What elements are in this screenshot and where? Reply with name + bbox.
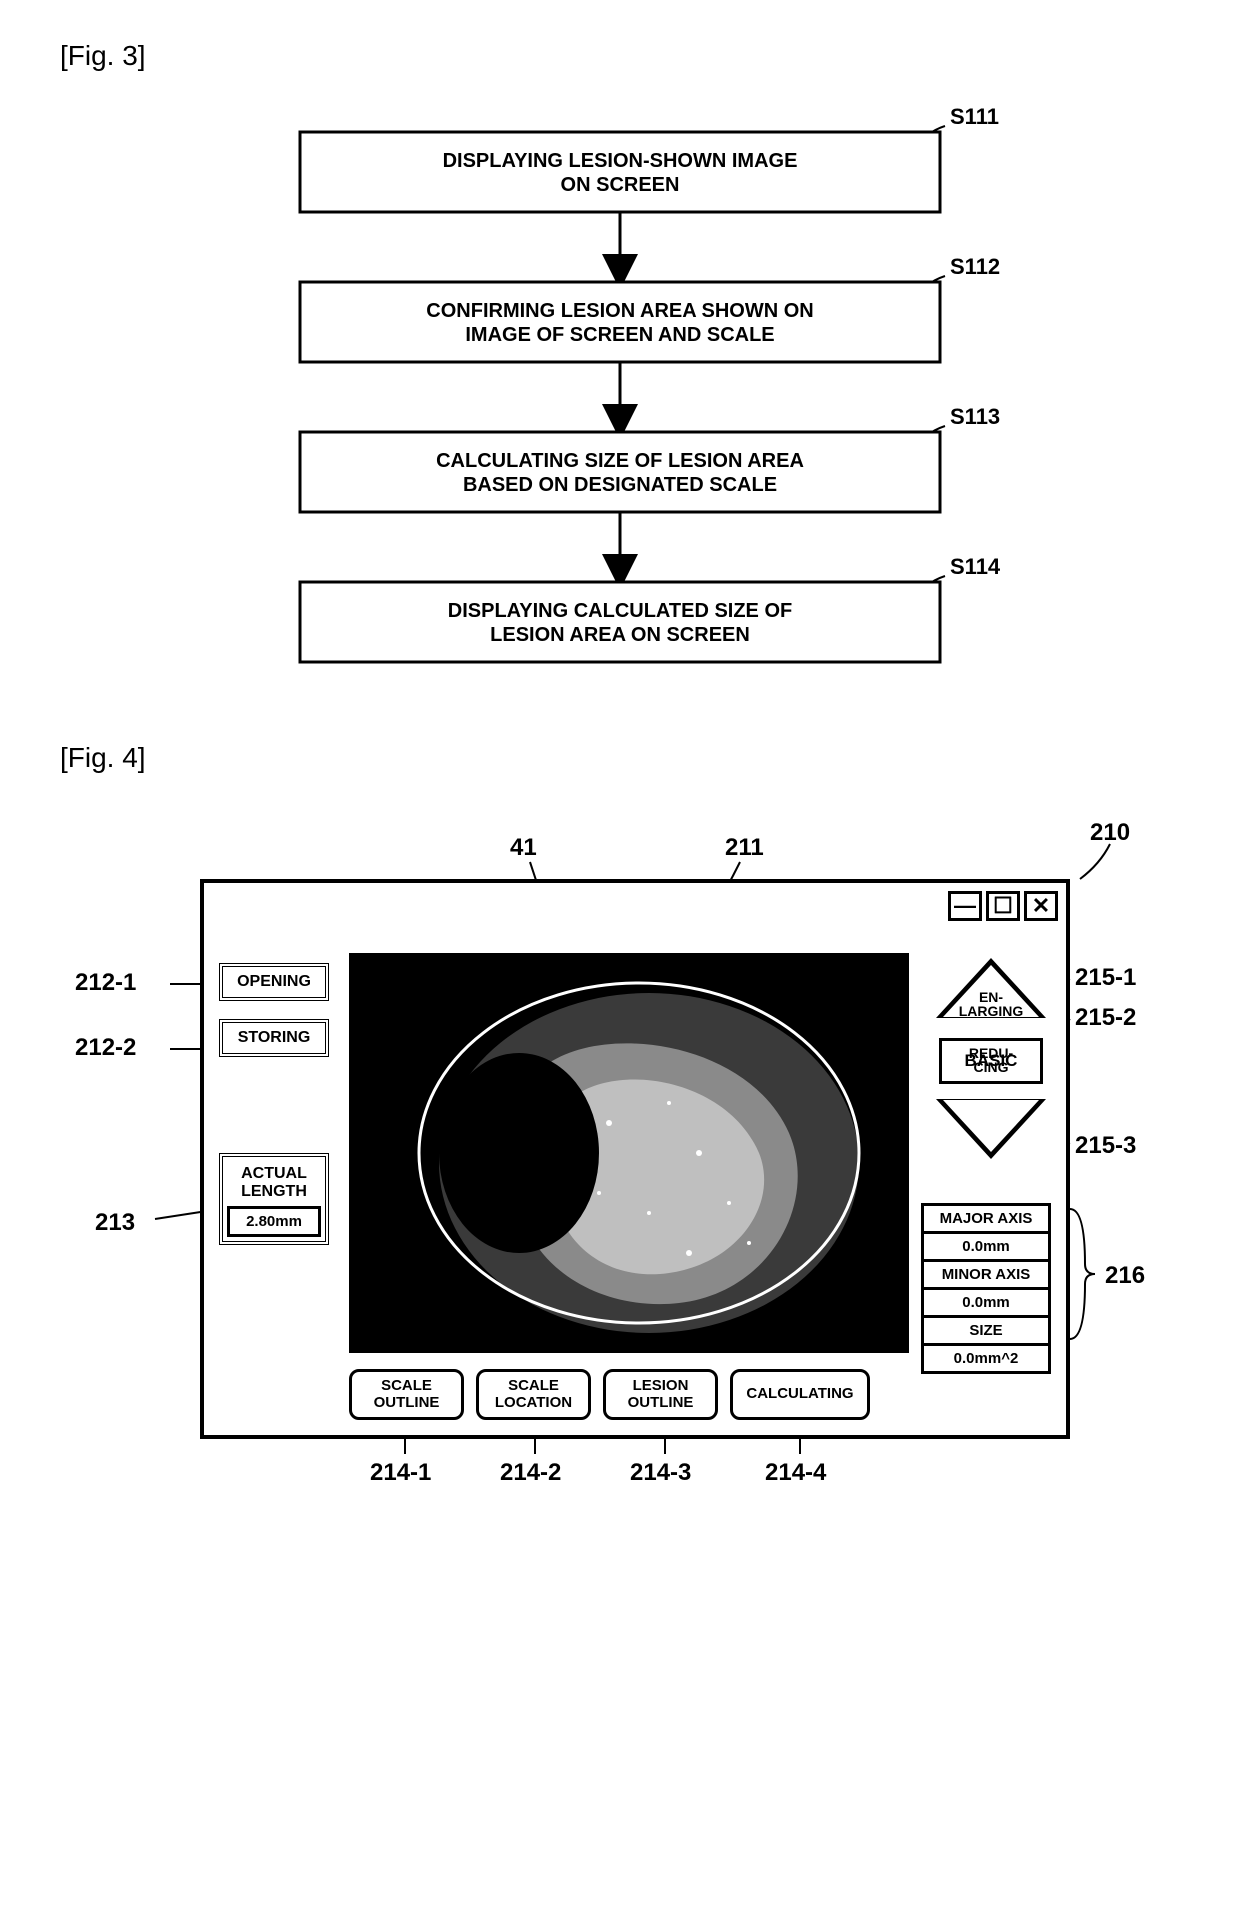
callout-212-2: 212-2 xyxy=(75,1034,136,1062)
flow-step xyxy=(300,282,940,362)
callout-214-3: 214-3 xyxy=(630,1459,691,1487)
minimize-button[interactable]: — xyxy=(948,891,982,921)
flow-step-text: DISPLAYING LESION-SHOWN IMAGE xyxy=(443,150,798,172)
flow-step-text: IMAGE OF SCREEN AND SCALE xyxy=(465,324,774,346)
size-value: 0.0mm^2 xyxy=(921,1346,1051,1374)
flowchart: S111 DISPLAYING LESION-SHOWN IMAGEON SCRE… xyxy=(220,92,1020,682)
minor-axis-label: MINOR AXIS xyxy=(921,1262,1051,1290)
actual-length-panel: ACTUAL LENGTH 2.80mm xyxy=(219,1153,329,1245)
fig4-label: [Fig. 4] xyxy=(60,742,1180,774)
lesion-outline-button[interactable]: LESION OUTLINE xyxy=(603,1369,718,1420)
callout-41: 41 xyxy=(510,834,537,862)
flow-step xyxy=(300,132,940,212)
zoom-panel: EN- LARGING BASIC REDU- CING xyxy=(931,958,1051,1164)
flow-step-text: ON SCREEN xyxy=(561,174,680,196)
enlarge-button[interactable]: EN- LARGING xyxy=(931,958,1051,1023)
actual-length-label: ACTUAL LENGTH xyxy=(227,1161,321,1206)
flow-step-text: CONFIRMING LESION AREA SHOWN ON xyxy=(426,300,813,322)
size-label: SIZE xyxy=(921,1318,1051,1346)
lesion-image-svg xyxy=(349,953,909,1353)
flow-step-text: LESION AREA ON SCREEN xyxy=(490,624,750,646)
flow-step xyxy=(300,432,940,512)
actual-length-value: 2.80mm xyxy=(227,1206,321,1237)
callout-213: 213 xyxy=(95,1209,135,1237)
flow-step-text: BASED ON DESIGNATED SCALE xyxy=(463,474,777,496)
major-axis-label: MAJOR AXIS xyxy=(921,1203,1051,1234)
step-id: S112 xyxy=(950,254,1000,279)
calculating-button[interactable]: CALCULATING xyxy=(730,1369,870,1420)
app-window: — ☐ ✕ OPENING STORING ACTUAL LENGTH 2.80… xyxy=(200,879,1070,1439)
callout-211: 211 xyxy=(725,834,764,862)
callout-214-2: 214-2 xyxy=(500,1459,561,1487)
step-id: S113 xyxy=(950,404,1000,429)
scale-outline-button[interactable]: SCALE OUTLINE xyxy=(349,1369,464,1420)
measure-panel: MAJOR AXIS 0.0mm MINOR AXIS 0.0mm SIZE 0… xyxy=(921,1203,1051,1374)
reduce-label: REDU- CING xyxy=(936,1046,1046,1074)
left-panel: OPENING STORING xyxy=(219,963,329,1057)
step-id: S111 xyxy=(950,104,999,129)
storing-button[interactable]: STORING xyxy=(219,1019,329,1057)
close-button[interactable]: ✕ xyxy=(1024,891,1058,921)
callout-215-2: 215-2 xyxy=(1075,1004,1136,1032)
opening-button[interactable]: OPENING xyxy=(219,963,329,1001)
callout-216: 216 xyxy=(1105,1262,1145,1290)
lesion-image xyxy=(349,953,909,1353)
step-id: S114 xyxy=(950,554,1001,579)
callout-215-3: 215-3 xyxy=(1075,1132,1136,1160)
flow-step-text: CALCULATING SIZE OF LESION AREA xyxy=(436,450,804,472)
ui-diagram: 41 211 210 212-1 212-2 213 215-1 215-2 2… xyxy=(70,814,1170,1534)
titlebar: — ☐ ✕ xyxy=(948,891,1058,921)
callout-215-1: 215-1 xyxy=(1075,964,1136,992)
flow-step-text: DISPLAYING CALCULATED SIZE OF xyxy=(448,600,792,622)
enlarge-label: EN- LARGING xyxy=(936,990,1046,1018)
callout-214-4: 214-4 xyxy=(765,1459,826,1487)
flowchart-svg: S111 DISPLAYING LESION-SHOWN IMAGEON SCRE… xyxy=(220,92,1020,682)
bottom-toolbar: SCALE OUTLINE SCALE LOCATION LESION OUTL… xyxy=(349,1369,870,1420)
maximize-button[interactable]: ☐ xyxy=(986,891,1020,921)
callout-214-1: 214-1 xyxy=(370,1459,431,1487)
major-axis-value: 0.0mm xyxy=(921,1234,1051,1262)
fig3-label: [Fig. 3] xyxy=(60,40,1180,72)
flow-step xyxy=(300,582,940,662)
callout-210: 210 xyxy=(1090,819,1130,847)
minor-axis-value: 0.0mm xyxy=(921,1290,1051,1318)
scale-location-button[interactable]: SCALE LOCATION xyxy=(476,1369,591,1420)
callout-212-1: 212-1 xyxy=(75,969,136,997)
reduce-button[interactable]: REDU- CING xyxy=(931,1099,1051,1164)
